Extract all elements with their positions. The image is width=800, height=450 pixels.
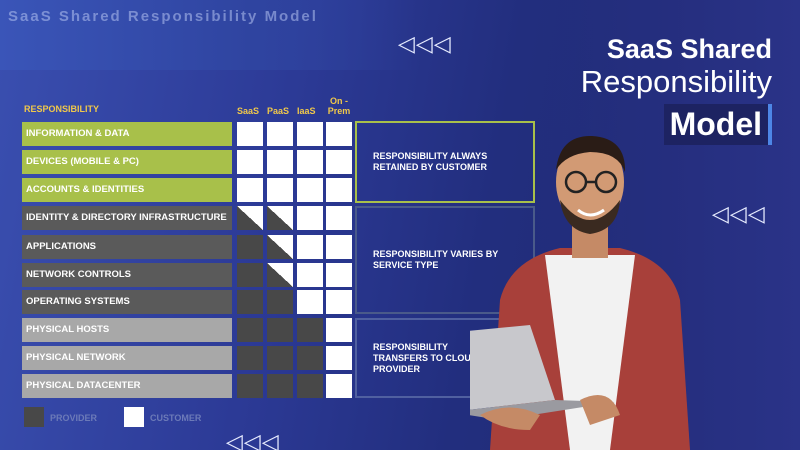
matrix-cell	[297, 290, 323, 314]
matrix-cell	[297, 150, 323, 174]
title-line-3: Model	[663, 104, 772, 145]
matrix-cell	[237, 150, 263, 174]
matrix-cell	[237, 122, 263, 146]
row-label: PHYSICAL NETWORK	[22, 346, 232, 370]
row-label: IDENTITY & DIRECTORY INFRASTRUCTURE	[22, 206, 232, 230]
matrix-cell	[237, 263, 263, 287]
matrix-cell	[326, 290, 352, 314]
left-arrows-icon: ◁◁◁	[226, 430, 280, 450]
row-label: INFORMATION & DATA	[22, 122, 232, 146]
row-label: NETWORK CONTROLS	[22, 263, 232, 287]
matrix-cell	[326, 346, 352, 370]
matrix-cell	[326, 374, 352, 398]
person-with-laptop-image	[470, 135, 690, 450]
column-header-1: PaaS	[267, 106, 290, 116]
matrix-cell	[267, 290, 293, 314]
column-header-3: On - Prem	[327, 96, 351, 116]
matrix-cell	[237, 374, 263, 398]
column-header-0: SaaS	[237, 106, 260, 116]
matrix-cell	[326, 235, 352, 259]
matrix-cell	[297, 346, 323, 370]
group-text: RESPONSIBILITY ALWAYS RETAINED BY CUSTOM…	[373, 151, 488, 172]
row-label: ACCOUNTS & IDENTITIES	[22, 178, 232, 202]
matrix-cell	[267, 346, 293, 370]
group-text: RESPONSIBILITY VARIES BY SERVICE TYPE	[373, 249, 499, 270]
matrix-cell	[267, 150, 293, 174]
matrix-cell	[326, 122, 352, 146]
matrix-cell	[237, 178, 263, 202]
matrix-cell	[297, 263, 323, 287]
matrix-cell	[237, 235, 263, 259]
legend-provider-label: PROVIDER	[50, 413, 98, 423]
matrix-cell	[237, 290, 263, 314]
matrix-cell	[326, 206, 352, 230]
group-text: RESPONSIBILITY TRANSFERS TO CLOUD PROVID…	[373, 341, 478, 374]
top-band	[0, 0, 420, 70]
matrix-cell	[267, 374, 293, 398]
matrix-cell	[237, 206, 263, 230]
matrix-cell	[326, 318, 352, 342]
matrix-cell	[297, 374, 323, 398]
matrix-cell	[326, 178, 352, 202]
left-arrows-icon: ◁◁◁	[398, 32, 452, 57]
faded-header: SaaS Shared Responsibility Model	[8, 8, 318, 25]
matrix-cell	[297, 178, 323, 202]
row-label: PHYSICAL HOSTS	[22, 318, 232, 342]
legend-provider-swatch	[24, 407, 44, 427]
matrix-cell	[297, 122, 323, 146]
matrix-cell	[267, 318, 293, 342]
matrix-cell	[326, 263, 352, 287]
group-box: RESPONSIBILITY ALWAYS RETAINED BY CUSTOM…	[355, 121, 535, 203]
matrix-cell	[267, 178, 293, 202]
matrix-cell	[237, 318, 263, 342]
row-label: APPLICATIONS	[22, 235, 232, 259]
title-line-1: SaaS Shared	[606, 34, 772, 64]
column-header-2: IaaS	[297, 106, 316, 116]
row-label: DEVICES (MOBILE & PC)	[22, 150, 232, 174]
row-label: PHYSICAL DATACENTER	[22, 374, 232, 398]
title-line-2: Responsibility	[580, 64, 772, 99]
legend-customer-swatch	[124, 407, 144, 427]
legend-customer-label: CUSTOMER	[150, 413, 202, 423]
matrix-cell	[267, 263, 293, 287]
responsibility-header: RESPONSIBILITY	[24, 104, 100, 114]
matrix-cell	[267, 206, 293, 230]
matrix-cell	[297, 318, 323, 342]
matrix-cell	[326, 150, 352, 174]
matrix-cell	[267, 122, 293, 146]
left-arrows-icon: ◁◁◁	[712, 202, 766, 227]
matrix-cell	[237, 346, 263, 370]
row-label: OPERATING SYSTEMS	[22, 290, 232, 314]
matrix-cell	[297, 206, 323, 230]
matrix-cell	[267, 235, 293, 259]
matrix-cell	[297, 235, 323, 259]
